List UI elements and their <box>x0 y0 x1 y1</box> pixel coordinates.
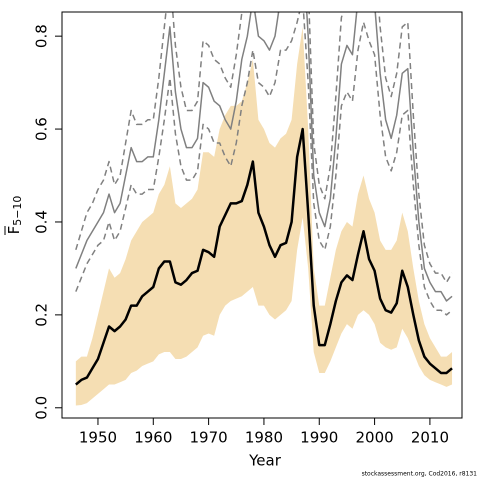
y-tick-label: 0.4 <box>33 210 51 234</box>
y-tick-label: 0.2 <box>33 303 51 327</box>
x-tick-label: 1990 <box>300 429 338 447</box>
series-line <box>75 12 453 284</box>
series-line <box>75 12 453 302</box>
y-tick-label: 0.0 <box>33 396 51 420</box>
plot-box <box>61 11 463 419</box>
x-tick-label: 1960 <box>134 429 172 447</box>
footer: stockassessment.org, Cod2016, r8131 <box>362 471 478 478</box>
x-tick-label: 2000 <box>355 429 393 447</box>
y-axis-label: F5−10 <box>4 196 25 235</box>
series-line <box>75 127 453 386</box>
x-tick-label: 1970 <box>190 429 228 447</box>
x-tick-label: 1980 <box>245 429 283 447</box>
confidence-band <box>75 26 453 406</box>
y-label-sub: 5−10 <box>11 196 24 226</box>
y-tick-label: 0.8 <box>33 24 51 48</box>
y-tick-label: 0.6 <box>33 117 51 141</box>
y-axis-label-text: F5−10 <box>5 196 25 235</box>
x-axis-label: Year <box>248 452 282 470</box>
plot-area <box>75 12 453 406</box>
x-tick-label: 1950 <box>79 429 117 447</box>
x-tick-label: 2010 <box>411 429 449 447</box>
y-label-main: F <box>5 226 23 235</box>
